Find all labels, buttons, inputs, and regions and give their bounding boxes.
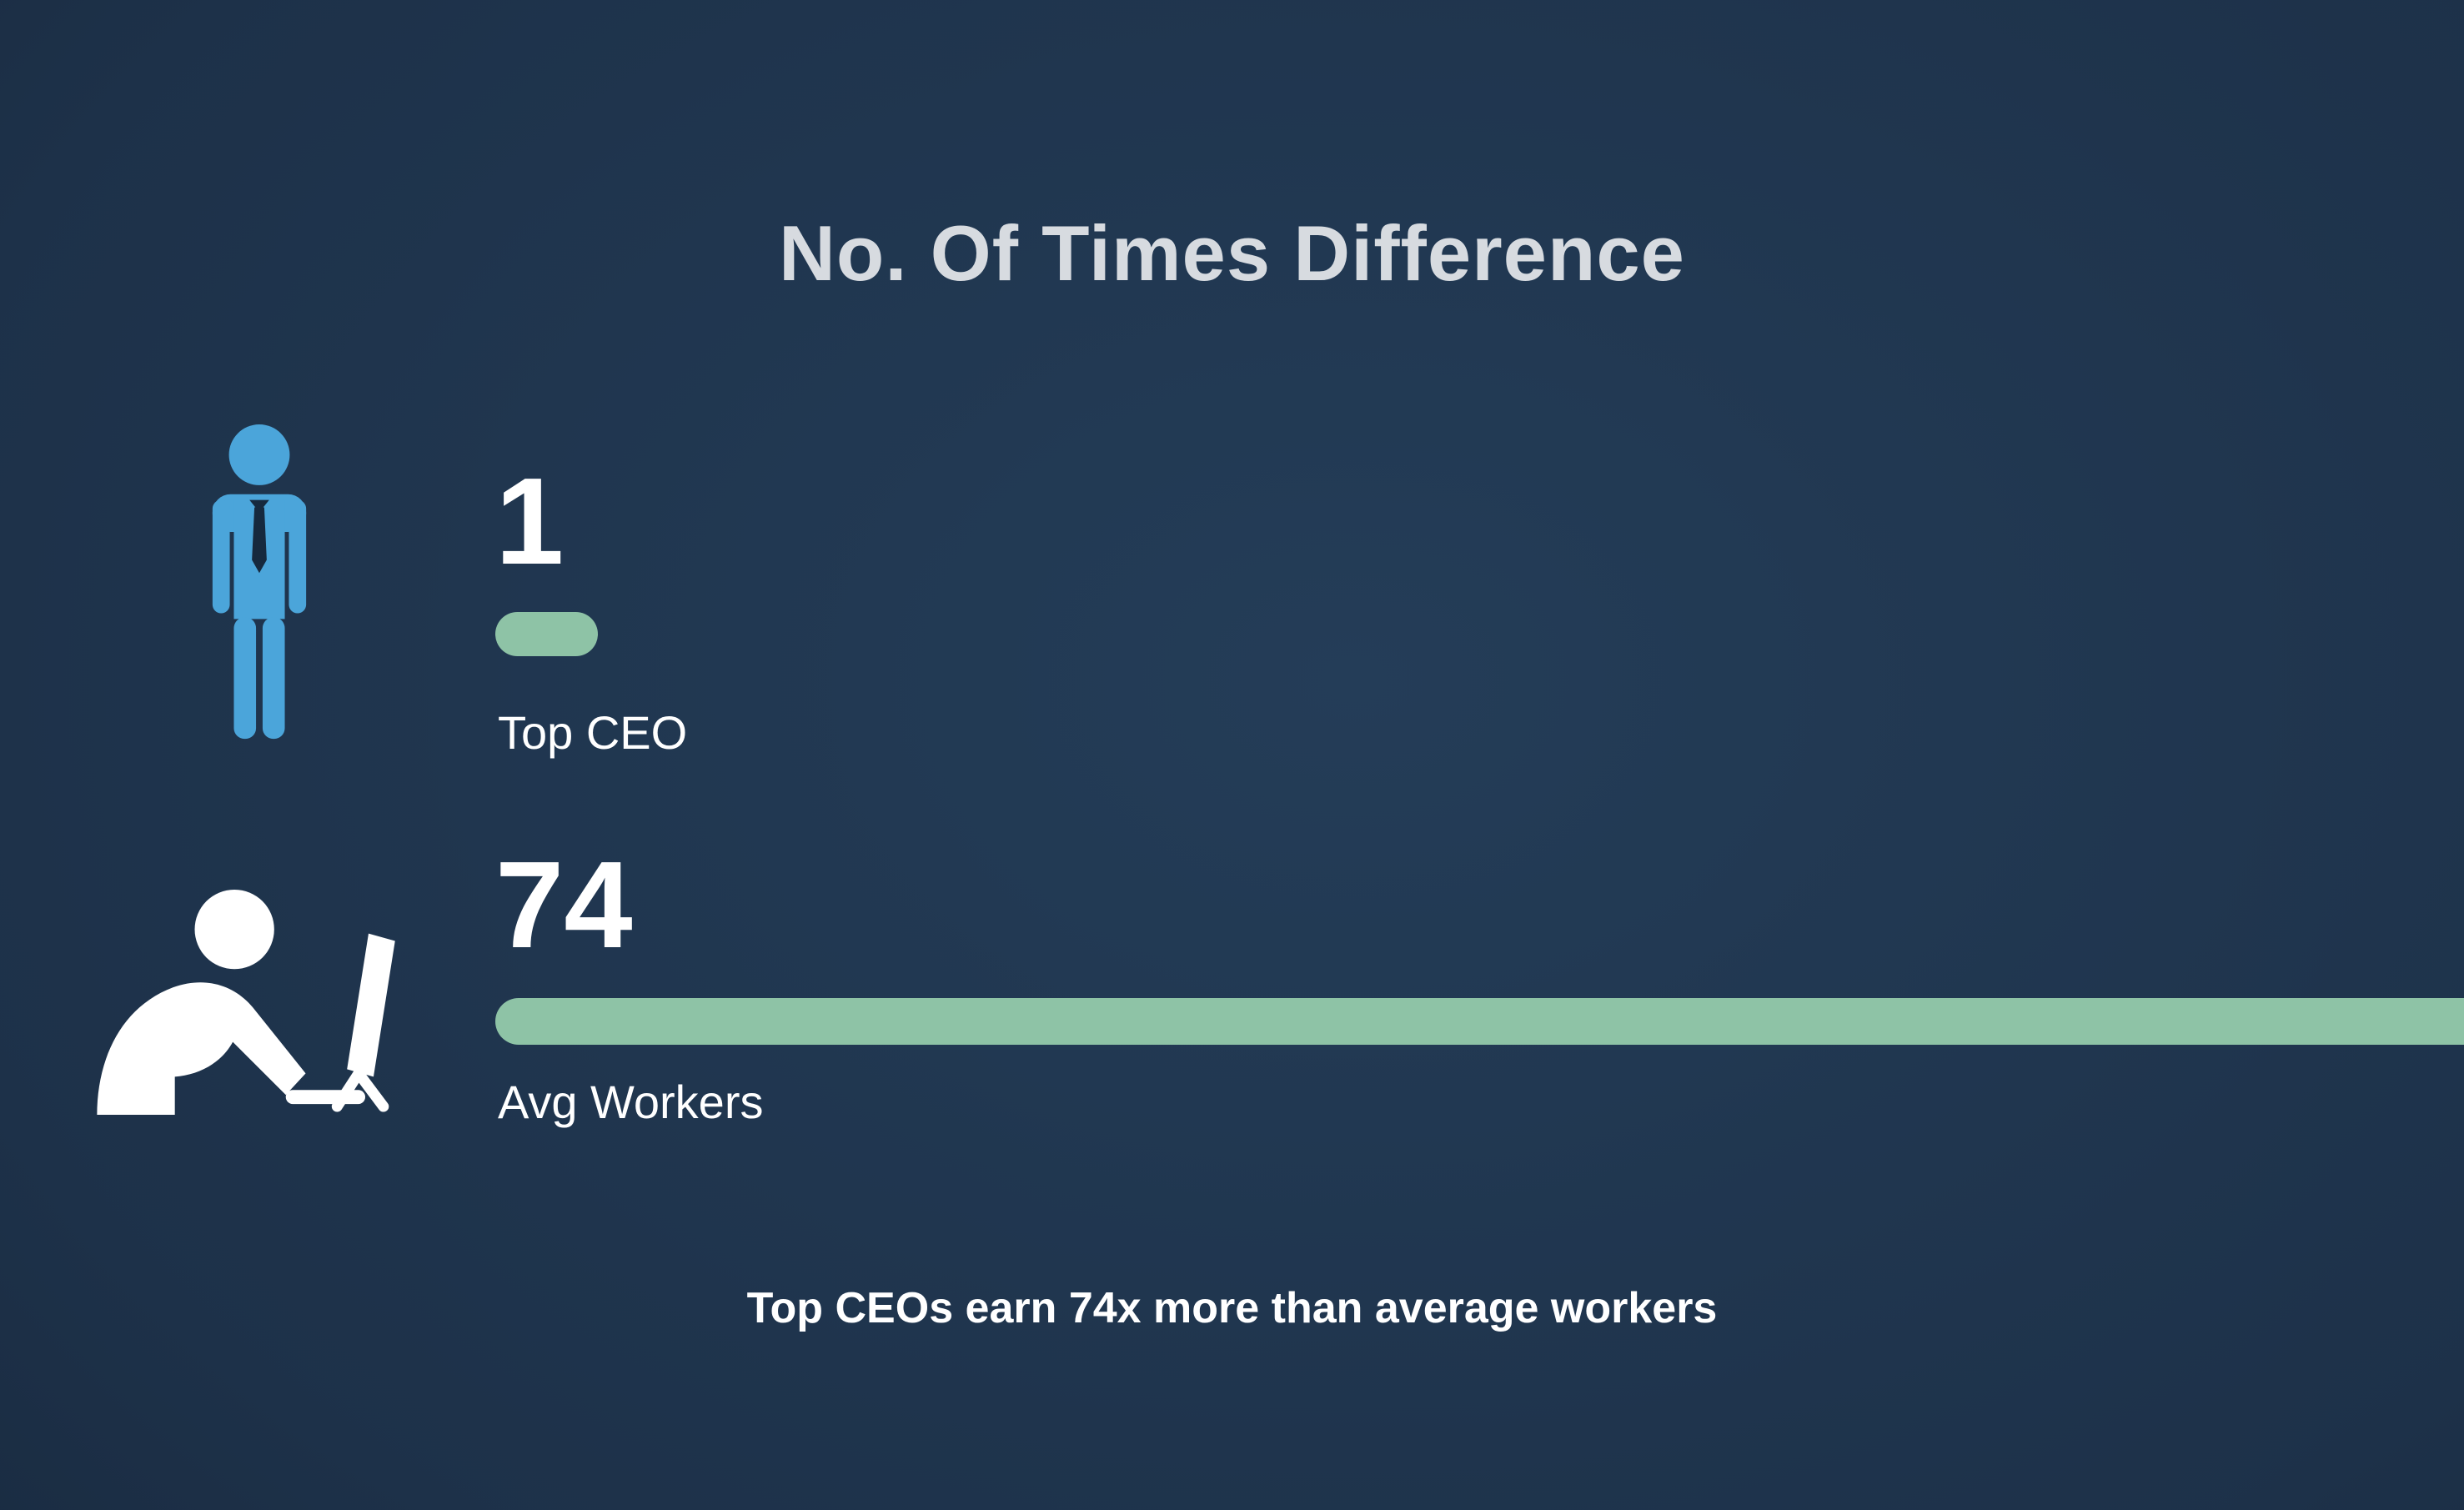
ceo-icon <box>206 421 313 751</box>
worker-icon <box>92 886 415 1115</box>
bar-top-ceo <box>495 612 598 656</box>
value-top-ceo: 1 <box>495 453 565 590</box>
label-top-ceo: Top CEO <box>498 706 688 759</box>
value-avg-workers: 74 <box>495 836 633 974</box>
chart-title: No. Of Times Difference <box>779 209 1685 297</box>
bar-track-top-ceo <box>495 612 2464 656</box>
caption: Top CEOs earn 74x more than average work… <box>746 1284 1718 1332</box>
bar-avg-workers <box>495 998 2464 1045</box>
bar-track-avg-workers <box>495 998 2464 1045</box>
label-avg-workers: Avg Workers <box>498 1076 764 1128</box>
